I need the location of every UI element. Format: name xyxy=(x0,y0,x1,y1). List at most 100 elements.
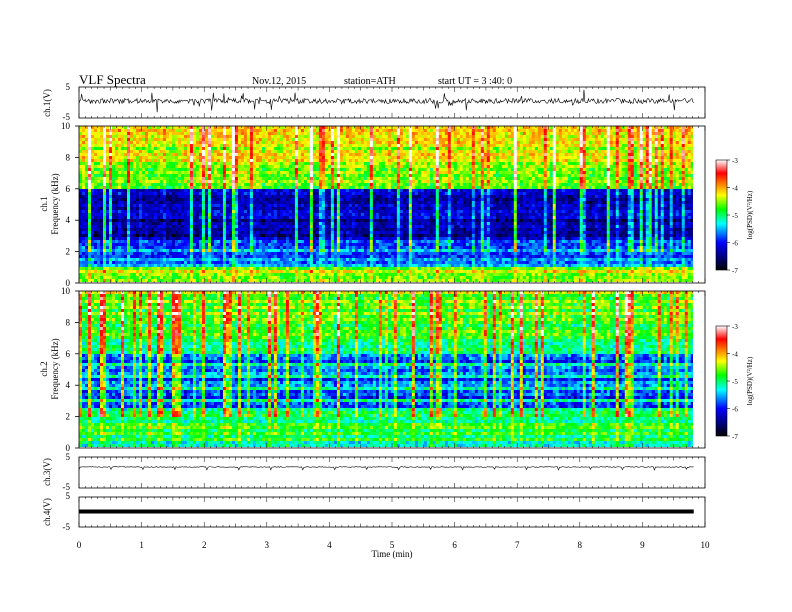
spectrogram-cell xyxy=(603,165,608,169)
spectrogram-cell xyxy=(669,192,674,196)
spectrogram-cell xyxy=(123,171,128,175)
spectrogram-cell xyxy=(480,126,485,130)
spectrogram-cell xyxy=(342,144,347,148)
spectrogram-cell xyxy=(357,186,362,190)
spectrogram-cell xyxy=(438,147,443,151)
spectrogram-cell xyxy=(111,150,116,154)
spectrogram-cell xyxy=(96,186,101,190)
spectrogram-cell xyxy=(312,144,317,148)
spectrogram-cell xyxy=(603,168,608,172)
spectrogram-cell xyxy=(237,150,242,154)
spectrogram-cell xyxy=(82,159,86,163)
spectrogram-cell xyxy=(321,171,326,175)
spectrogram-cell xyxy=(276,183,281,187)
spectrogram-cell xyxy=(390,138,395,142)
spectrogram-cell xyxy=(684,195,689,199)
spectrogram-cell xyxy=(79,192,83,196)
spectrogram-cell xyxy=(207,177,212,181)
spectrogram-cell xyxy=(633,162,638,166)
spectrogram-cell xyxy=(684,168,689,172)
spectrogram-cell xyxy=(423,195,428,199)
spectrogram-cell xyxy=(330,195,335,199)
spectrogram-cell xyxy=(678,189,683,193)
spectrogram-cell xyxy=(531,150,536,154)
spectrogram-cell xyxy=(309,165,314,169)
spectrogram-cell xyxy=(417,159,422,163)
spectrogram-cell xyxy=(252,195,257,199)
spectrogram-cell xyxy=(402,195,407,199)
spectrogram-cell xyxy=(216,129,221,133)
spectrogram-cell xyxy=(306,162,311,166)
spectrogram-cell xyxy=(594,147,599,151)
spectrogram-cell xyxy=(108,198,113,202)
spectrogram-cell xyxy=(453,156,458,160)
spectrogram-cell xyxy=(528,159,533,163)
spectrogram-cell xyxy=(582,135,587,139)
spectrogram-cell xyxy=(177,138,182,142)
spectrogram-cell xyxy=(105,189,110,193)
spectrogram-cell xyxy=(684,153,689,157)
spectrogram-cell xyxy=(471,192,476,196)
spectrogram-cell xyxy=(597,144,602,148)
spectrogram-cell xyxy=(585,165,590,169)
spectrogram-cell xyxy=(312,141,317,145)
spectrogram-cell xyxy=(234,129,239,133)
spectrogram-cell xyxy=(315,126,320,130)
spectrogram-cell xyxy=(516,159,521,163)
spectrogram-cell xyxy=(378,153,383,157)
spectrogram-cell xyxy=(561,189,566,193)
spectrogram-cell xyxy=(252,174,257,178)
spectrogram-cell xyxy=(414,168,419,172)
spectrogram-cell xyxy=(552,132,557,136)
spectrogram-cell xyxy=(192,195,197,199)
spectrogram-cell xyxy=(324,180,329,184)
spectrogram-cell xyxy=(198,150,203,154)
spectrogram-cell xyxy=(636,150,641,154)
spectrogram-cell xyxy=(126,183,131,187)
spectrogram-cell xyxy=(303,150,308,154)
spectrogram-cell xyxy=(123,132,128,136)
spectrogram-cell xyxy=(336,165,341,169)
spectrogram-cell xyxy=(408,180,413,184)
spectrogram-cell xyxy=(195,183,200,187)
spectrogram-cell xyxy=(225,189,230,193)
spectrogram-cell xyxy=(486,147,491,151)
spectrogram-cell xyxy=(411,192,416,196)
spectrogram-cell xyxy=(519,162,524,166)
spectrogram-cell xyxy=(432,162,437,166)
spectrogram-cell xyxy=(225,198,230,202)
spectrogram-cell xyxy=(291,144,296,148)
spectrogram-cell xyxy=(627,174,632,178)
spectrogram-cell xyxy=(105,150,110,154)
spectrogram-cell xyxy=(126,192,131,196)
spectrogram-cell xyxy=(324,159,329,163)
spectrogram-cell xyxy=(621,150,626,154)
spectrogram-cell xyxy=(330,156,335,160)
spectrogram-cell xyxy=(168,159,173,163)
spectrogram-cell xyxy=(453,195,458,199)
spectrogram-cell xyxy=(246,192,251,196)
spectrogram-cell xyxy=(363,153,368,157)
spectrogram-cell xyxy=(99,171,104,175)
spectrogram-cell xyxy=(144,132,149,136)
spectrogram-cell xyxy=(117,177,122,181)
spectrogram-cell xyxy=(657,195,662,199)
spectrogram-cell xyxy=(594,138,599,142)
spectrogram-cell xyxy=(369,183,374,187)
spectrogram-cell xyxy=(279,126,284,130)
spectrogram-cell xyxy=(135,150,140,154)
spectrogram-cell xyxy=(474,177,479,181)
spectrogram-cell xyxy=(141,135,146,139)
spectrogram-cell xyxy=(546,189,551,193)
spectrogram-cell xyxy=(642,165,647,169)
spectrogram-cell xyxy=(339,159,344,163)
spectrogram-cell xyxy=(195,141,200,145)
spectrogram-cell xyxy=(681,171,686,175)
spectrogram-cell xyxy=(82,135,86,139)
spectrogram-cell xyxy=(252,126,257,130)
spectrogram-cell xyxy=(426,162,431,166)
spectrogram-cell xyxy=(102,198,107,202)
spectrogram-cell xyxy=(588,141,593,145)
spectrogram-cell xyxy=(162,132,167,136)
spectrogram-cell xyxy=(375,165,380,169)
